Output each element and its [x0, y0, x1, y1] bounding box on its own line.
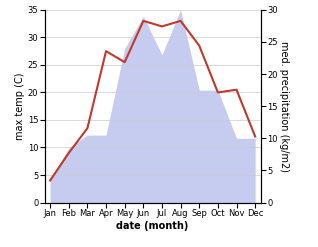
Y-axis label: max temp (C): max temp (C)	[15, 72, 25, 140]
Y-axis label: med. precipitation (kg/m2): med. precipitation (kg/m2)	[279, 41, 289, 172]
X-axis label: date (month): date (month)	[116, 221, 189, 230]
